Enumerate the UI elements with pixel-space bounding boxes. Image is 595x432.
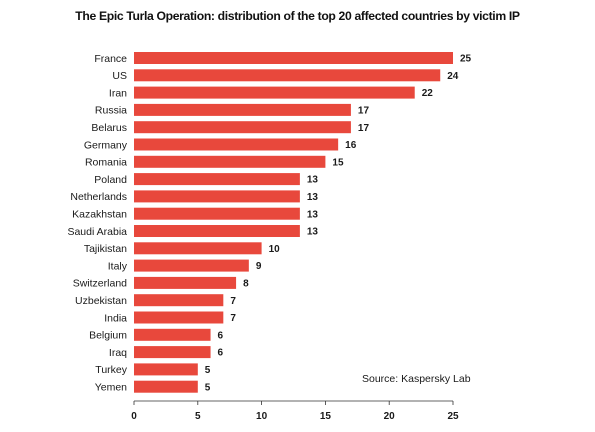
value-label-turkey: 5 (205, 365, 211, 376)
value-label-kazakhstan: 13 (307, 209, 319, 220)
bar-switzerland (134, 276, 237, 289)
bar-belgium (134, 328, 211, 341)
bar-poland (134, 173, 300, 186)
value-label-yemen: 5 (205, 382, 211, 393)
value-label-india: 7 (230, 313, 236, 324)
bar-turkey (134, 363, 198, 376)
bars-layer (134, 52, 453, 393)
category-label-us: US (112, 70, 127, 82)
bar-kazakhstan (134, 207, 300, 220)
category-label-turkey: Turkey (95, 364, 127, 376)
value-label-switzerland: 8 (243, 279, 249, 290)
category-label-tajikistan: Tajikistan (84, 243, 127, 255)
value-label-tajikistan: 10 (269, 244, 281, 255)
bar-russia (134, 103, 351, 116)
bar-iraq (134, 346, 211, 359)
bar-saudi-arabia (134, 225, 300, 237)
bar-india (134, 311, 224, 324)
value-label-belarus: 17 (358, 123, 370, 134)
category-label-france: France (94, 53, 127, 65)
value-label-iran: 22 (422, 88, 434, 99)
bar-romania (134, 155, 326, 168)
category-label-belarus: Belarus (91, 122, 127, 134)
category-label-poland: Poland (94, 174, 127, 186)
chart-title: The Epic Turla Operation: distribution o… (75, 9, 520, 23)
category-label-saudi-arabia: Saudi Arabia (67, 226, 127, 238)
x-tick-label-10: 10 (256, 411, 268, 422)
bar-france (134, 52, 453, 64)
value-label-netherlands: 13 (307, 192, 319, 203)
category-label-iran: Iran (109, 87, 127, 99)
bar-us (134, 69, 441, 82)
category-label-belgium: Belgium (89, 330, 127, 342)
bar-belarus (134, 121, 351, 134)
value-label-saudi-arabia: 13 (307, 227, 319, 238)
value-label-romania: 15 (332, 157, 344, 168)
category-label-italy: Italy (108, 260, 128, 272)
value-label-belgium: 6 (218, 330, 224, 341)
bar-netherlands (134, 190, 300, 203)
category-label-india: India (104, 312, 127, 324)
x-tick-label-0: 0 (131, 411, 137, 422)
x-tick-label-5: 5 (195, 411, 201, 422)
value-label-us: 24 (447, 71, 459, 82)
x-tick-label-25: 25 (447, 411, 459, 422)
value-label-uzbekistan: 7 (230, 296, 236, 307)
category-label-romania: Romania (85, 157, 127, 169)
category-label-germany: Germany (84, 139, 128, 151)
value-label-germany: 16 (345, 140, 357, 151)
category-label-kazakhstan: Kazakhstan (72, 209, 127, 221)
category-label-netherlands: Netherlands (70, 191, 127, 203)
category-label-switzerland: Switzerland (73, 278, 127, 290)
bar-tajikistan (134, 242, 262, 255)
bar-germany (134, 138, 339, 151)
category-label-russia: Russia (95, 105, 127, 117)
value-label-poland: 13 (307, 175, 319, 186)
bar-italy (134, 259, 249, 272)
value-label-france: 25 (460, 54, 472, 65)
category-label-yemen: Yemen (95, 382, 127, 394)
value-label-italy: 9 (256, 261, 262, 272)
category-label-uzbekistan: Uzbekistan (75, 295, 127, 307)
source-note: Source: Kaspersky Lab (362, 373, 471, 385)
x-axis: 0 5 10 15 20 25 (131, 400, 459, 422)
x-tick-label-20: 20 (384, 411, 396, 422)
category-labels: France US Iran Russia Belarus Germany Romania P… (67, 53, 127, 394)
bar-yemen (134, 380, 198, 393)
category-label-iraq: Iraq (109, 347, 127, 359)
x-tick-label-15: 15 (320, 411, 332, 422)
bar-uzbekistan (134, 294, 224, 307)
bar-iran (134, 86, 415, 99)
value-label-iraq: 6 (218, 348, 224, 359)
value-label-russia: 17 (358, 106, 370, 117)
